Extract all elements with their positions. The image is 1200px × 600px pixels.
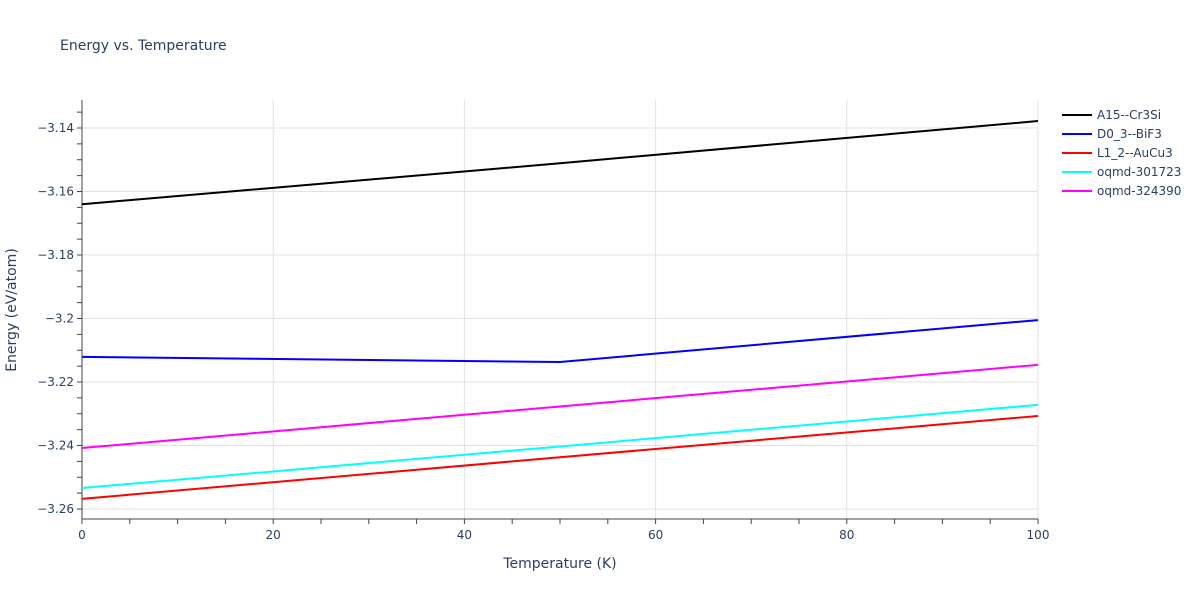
y-tick-label: −3.16: [37, 185, 74, 199]
x-tick-label: 60: [648, 528, 663, 542]
x-tick-label: 0: [78, 528, 86, 542]
plot-area[interactable]: [81, 120, 1039, 500]
y-axis-label: Energy (eV/atom): [4, 248, 20, 372]
legend-item[interactable]: A15--Cr3Si: [1062, 108, 1161, 122]
series-line[interactable]: [81, 363, 1039, 450]
y-tick-label: −3.24: [37, 439, 74, 453]
legend-item[interactable]: L1_2--AuCu3: [1062, 146, 1173, 160]
x-tick-label: 80: [839, 528, 854, 542]
legend-label: D0_3--BiF3: [1097, 127, 1162, 141]
y-tick-label: −3.26: [37, 502, 74, 516]
y-tick-label: −3.18: [37, 248, 74, 262]
legend-item[interactable]: oqmd-301723: [1062, 165, 1181, 179]
legend-label: L1_2--AuCu3: [1097, 146, 1173, 160]
y-tick-label: −3.14: [37, 121, 74, 135]
axes: 0 20 40 60 80 100 −3.14 −3.16 −3.18 −3.2 −3.22 −3.2…: [37, 100, 1049, 542]
series-line[interactable]: [81, 403, 1039, 490]
y-tick-label: −3.2: [45, 312, 74, 326]
series-line[interactable]: [81, 120, 1039, 206]
y-tick-label: −3.22: [37, 375, 74, 389]
x-axis-label: Temperature (K): [502, 556, 616, 572]
chart-title: Energy vs. Temperature: [60, 38, 227, 54]
x-tick-label: 20: [266, 528, 281, 542]
legend-item[interactable]: D0_3--BiF3: [1062, 127, 1162, 141]
legend-label: oqmd-301723: [1097, 165, 1181, 179]
x-tick-label: 100: [1027, 528, 1050, 542]
legend-label: oqmd-324390: [1097, 184, 1181, 198]
legend[interactable]: A15--Cr3Si D0_3--BiF3 L1_2--AuCu3 oqmd-3017…: [1062, 108, 1181, 198]
x-tick-label: 40: [457, 528, 472, 542]
series-line[interactable]: [81, 319, 1039, 363]
legend-label: A15--Cr3Si: [1097, 108, 1161, 122]
legend-item[interactable]: oqmd-324390: [1062, 184, 1181, 198]
series-line[interactable]: [81, 414, 1039, 500]
